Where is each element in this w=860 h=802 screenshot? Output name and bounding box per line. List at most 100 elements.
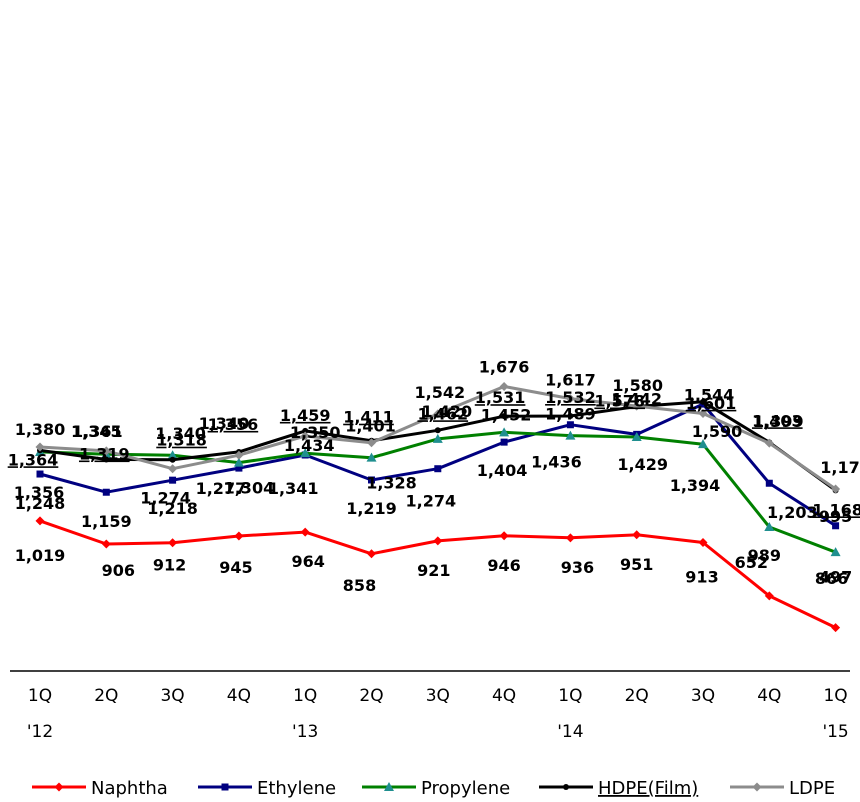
legend-item-ethylene: Ethylene [198,778,336,799]
naphtha-data-label: 652 [735,553,768,572]
ethylene-data-label: 1,159 [81,512,132,531]
x-tick-label: 1Q [558,686,582,706]
ldpe-data-label: 1,542 [414,383,465,402]
ldpe-point [300,431,310,441]
naphtha-point [101,539,111,549]
ethylene-point [434,465,442,473]
ldpe-data-label: 1,434 [284,436,335,455]
naphtha-data-label: 951 [620,555,653,574]
propylene-data-label: 1,356 [14,483,65,502]
hdpe-film-data-label: 1,601 [686,394,737,413]
x-tick-year-label: '15 [822,722,848,742]
ldpe-point [433,409,443,419]
legend-item-naphtha: Naphtha [32,778,168,799]
ethylene-data-label: 1,404 [477,461,528,480]
naphtha-data-label: 913 [685,568,718,587]
hdpe-film-data-label: 1,168 [812,500,860,519]
x-tick-label: 1Q [293,686,317,706]
hdpe-film-point [302,427,309,434]
ethylene-point [36,470,44,478]
naphtha-data-label: 906 [102,561,135,580]
x-tick-year-label: '14 [557,722,583,742]
x-tick-year-label: '13 [292,722,318,742]
ldpe-point [698,409,708,419]
ethylene-point [368,476,375,484]
hdpe-film-data-label: 1,403 [752,411,803,430]
ethylene-data-label: 1,442 [611,389,662,408]
ldpe-data-label: 1,580 [612,376,663,395]
x-tick-label: 2Q [625,686,649,706]
ethylene-data-label: 1,590 [692,422,743,441]
propylene-point [300,448,311,458]
x-tick-label: 2Q [359,686,383,706]
ethylene-data-label: 1,489 [545,405,596,424]
hdpe-film-point [501,413,508,420]
naphtha-data-label: 964 [291,552,324,571]
hdpe-film-data-label: 1,578 [594,392,645,411]
propylene-point [167,450,178,460]
ldpe-point [367,438,376,448]
propylene-point [565,430,576,440]
naphtha-data-label: 497 [819,568,852,587]
ldpe-point [168,464,178,474]
legend-item-propylene: Propylene [362,778,510,799]
ldpe-data-label: 1,380 [15,420,66,439]
ethylene-data-label: 1,274 [405,492,456,511]
ethylene-data-label: 1,277 [196,479,247,498]
x-tick-label: 3Q [160,686,184,706]
ldpe-point [35,442,45,452]
propylene-data-label: 1,304 [224,479,275,498]
legend-marker-hdpe-film [563,784,569,790]
propylene-data-label: 1,328 [366,474,417,493]
naphtha-point [433,536,443,546]
ethylene-point [102,488,110,496]
naphtha-data-label: 858 [343,576,376,595]
ethylene-point [765,479,773,487]
propylene-data-label: 1,394 [670,476,721,495]
ldpe-data-label: 1,274 [140,489,191,508]
legend-label-hdpe-film: HDPE(Film) [598,778,698,799]
naphtha-data-label: 921 [417,561,450,580]
legend-item-ldpe: LDPE [730,778,835,799]
ldpe-data-label: 1,175 [820,458,860,477]
ethylene-point [566,421,574,429]
hdpe-film-data-label: 1,462 [417,404,468,423]
hdpe-film-point [567,412,574,419]
propylene-data-label: 1,350 [290,423,341,442]
ethylene-point [235,464,243,472]
hdpe-film-data-label: 1,411 [343,408,394,427]
legend-marker-propylene [384,782,394,791]
ethylene-data-label: 1,203 [767,503,818,522]
ethylene-point [500,438,508,446]
hdpe-film-data-label: 1,459 [280,406,331,425]
hdpe-film-data-label: 1,319 [79,445,130,464]
naphtha-data-label: 912 [153,556,186,575]
hdpe-film-data-label: 1,356 [208,415,259,434]
x-tick-label: 1Q [28,686,52,706]
ldpe-data-label: 1,399 [753,412,804,431]
x-tick-label: 4Q [757,686,781,706]
hdpe-film-data-label: 1,364 [8,450,59,469]
ethylene-data-label: 995 [819,507,852,526]
ldpe-point [565,394,575,404]
ldpe-point [101,446,111,456]
naphtha-point [565,533,575,543]
ldpe-data-label: 1,544 [684,386,735,405]
propylene-point [631,432,642,442]
ethylene-data-label: 1,219 [346,499,397,518]
legend-marker-naphtha [54,782,64,792]
propylene-data-label: 1,436 [531,453,582,472]
legend-marker-ethylene [221,783,229,791]
propylene-point [366,452,377,462]
propylene-point [233,457,244,467]
ldpe-data-label: 1,340 [199,414,250,433]
naphtha-point [35,516,45,526]
legend-item-hdpe-film: HDPE(Film) [539,778,698,799]
x-tick-label: 2Q [94,686,118,706]
ldpe-data-label: 1,676 [479,358,530,377]
ethylene-data-label: 1,341 [268,479,319,498]
naphtha-point [367,549,376,559]
x-tick-label: 1Q [823,686,847,706]
propylene-point [499,427,510,437]
